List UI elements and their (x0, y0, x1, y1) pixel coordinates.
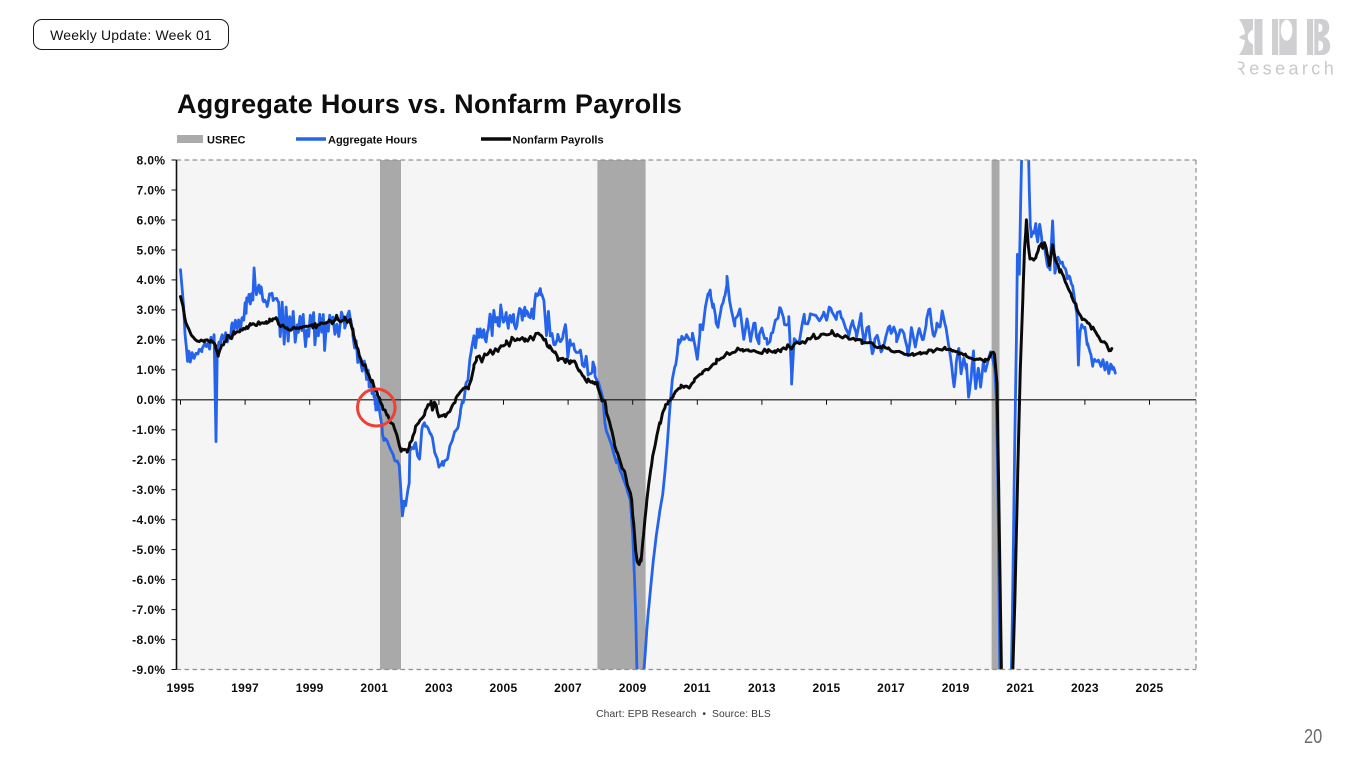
svg-text:-5.0%: -5.0% (132, 543, 165, 557)
svg-text:-8.0%: -8.0% (132, 633, 165, 647)
svg-text:7.0%: 7.0% (137, 183, 166, 197)
svg-text:2017: 2017 (877, 681, 905, 695)
svg-text:2003: 2003 (425, 681, 453, 695)
svg-text:3.0%: 3.0% (137, 303, 166, 317)
svg-text:2025: 2025 (1136, 681, 1164, 695)
svg-text:2005: 2005 (490, 681, 518, 695)
svg-text:2023: 2023 (1071, 681, 1099, 695)
svg-text:1997: 1997 (231, 681, 259, 695)
svg-text:-6.0%: -6.0% (132, 573, 165, 587)
svg-text:-1.0%: -1.0% (132, 423, 165, 437)
svg-text:5.0%: 5.0% (137, 243, 166, 257)
svg-text:1999: 1999 (296, 681, 324, 695)
svg-text:2013: 2013 (748, 681, 776, 695)
svg-text:2019: 2019 (942, 681, 970, 695)
svg-text:4.0%: 4.0% (137, 273, 166, 287)
svg-text:USREC: USREC (207, 135, 246, 147)
svg-text:Research: Research (1238, 59, 1337, 79)
svg-text:8.0%: 8.0% (137, 153, 166, 167)
svg-text:2009: 2009 (619, 681, 647, 695)
svg-text:-9.0%: -9.0% (132, 663, 165, 677)
svg-text:1.0%: 1.0% (137, 363, 166, 377)
svg-text:2.0%: 2.0% (137, 333, 166, 347)
svg-text:Aggregate Hours: Aggregate Hours (328, 135, 417, 147)
svg-text:2007: 2007 (554, 681, 582, 695)
svg-text:1995: 1995 (167, 681, 195, 695)
svg-text:2001: 2001 (360, 681, 388, 695)
svg-text:-2.0%: -2.0% (132, 453, 165, 467)
svg-text:0.0%: 0.0% (137, 393, 166, 407)
svg-text:2011: 2011 (684, 681, 711, 695)
svg-text:-4.0%: -4.0% (132, 513, 165, 527)
svg-text:6.0%: 6.0% (137, 213, 166, 227)
svg-text:-7.0%: -7.0% (132, 603, 165, 617)
svg-text:Nonfarm Payrolls: Nonfarm Payrolls (513, 135, 604, 147)
svg-text:2021: 2021 (1006, 681, 1034, 695)
svg-text:2015: 2015 (813, 681, 841, 695)
svg-text:-3.0%: -3.0% (132, 483, 165, 497)
